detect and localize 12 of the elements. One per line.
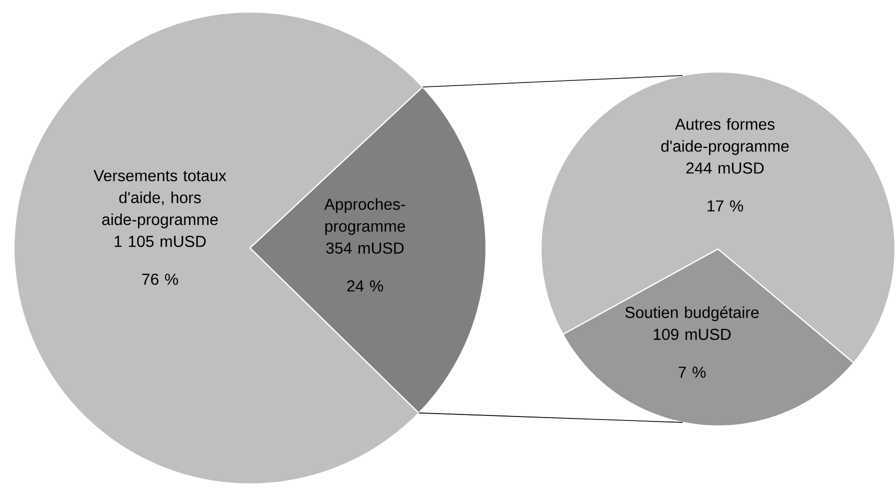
slice-label: Soutien budgétaire [625,306,759,322]
slice-label: Approches-programme [324,198,406,235]
text: 76 % [142,274,178,285]
slice-label: Autres formes d'aide-programme [661,118,789,155]
text: 17 % [708,200,744,212]
text: 7 % [678,366,706,378]
text: 24 % [347,280,384,292]
data-label: 109 mUSD [654,328,731,340]
slice-label: Versements totaux d'aide, hors aide-programme [94,170,226,228]
data-label: 354 mUSD [326,242,404,254]
data-label: 1 105 mUSD [114,236,206,248]
data-label: 244 mUSD [686,162,764,174]
